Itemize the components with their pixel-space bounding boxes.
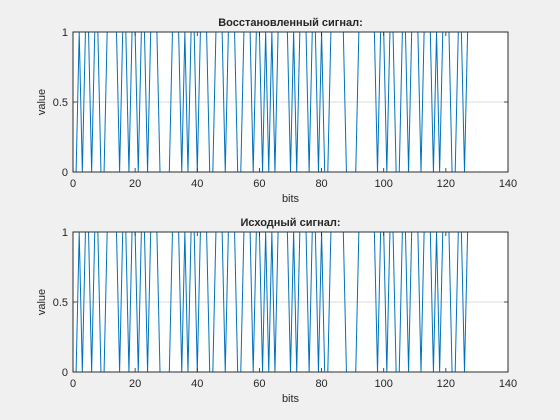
y-tick-label: 0.5	[53, 297, 68, 309]
x-tick-label: 140	[499, 178, 517, 190]
x-tick-label: 20	[129, 378, 141, 390]
subplot-1: 0 20 40 60 80 100 120 140 0 0.5 1 Восстановленный с…	[36, 17, 517, 205]
x-tick-label: 120	[437, 378, 455, 390]
x-tick-label: 20	[129, 178, 141, 190]
x-tick-label: 140	[499, 378, 517, 390]
x-tick-label: 80	[315, 178, 327, 190]
y-axis-label: value	[36, 89, 48, 115]
x-tick-label: 100	[375, 178, 393, 190]
x-tick-label: 100	[375, 378, 393, 390]
y-axis-label: value	[36, 289, 48, 315]
x-tick-label: 80	[315, 378, 327, 390]
y-tick-label: 0	[62, 367, 68, 379]
x-tick-label: 60	[253, 378, 265, 390]
x-tick-label: 0	[70, 378, 76, 390]
chart-title: Восстановленный сигнал:	[218, 17, 363, 29]
x-tick-label: 40	[191, 378, 203, 390]
y-tick-label: 0.5	[53, 97, 68, 109]
x-tick-label: 0	[70, 178, 76, 190]
y-tick-label: 0	[62, 167, 68, 179]
x-tick-label: 60	[253, 178, 265, 190]
y-tick-label: 1	[62, 227, 68, 239]
chart-title: Исходный сигнал:	[240, 217, 340, 229]
y-tick-label: 1	[62, 27, 68, 39]
subplot-2: 0 20 40 60 80 100 120 140 0 0.5 1 Исходный сигнал: b…	[36, 217, 517, 405]
x-axis-label: bits	[282, 193, 300, 205]
x-axis-label: bits	[282, 393, 300, 405]
x-tick-label: 120	[437, 178, 455, 190]
x-tick-label: 40	[191, 178, 203, 190]
